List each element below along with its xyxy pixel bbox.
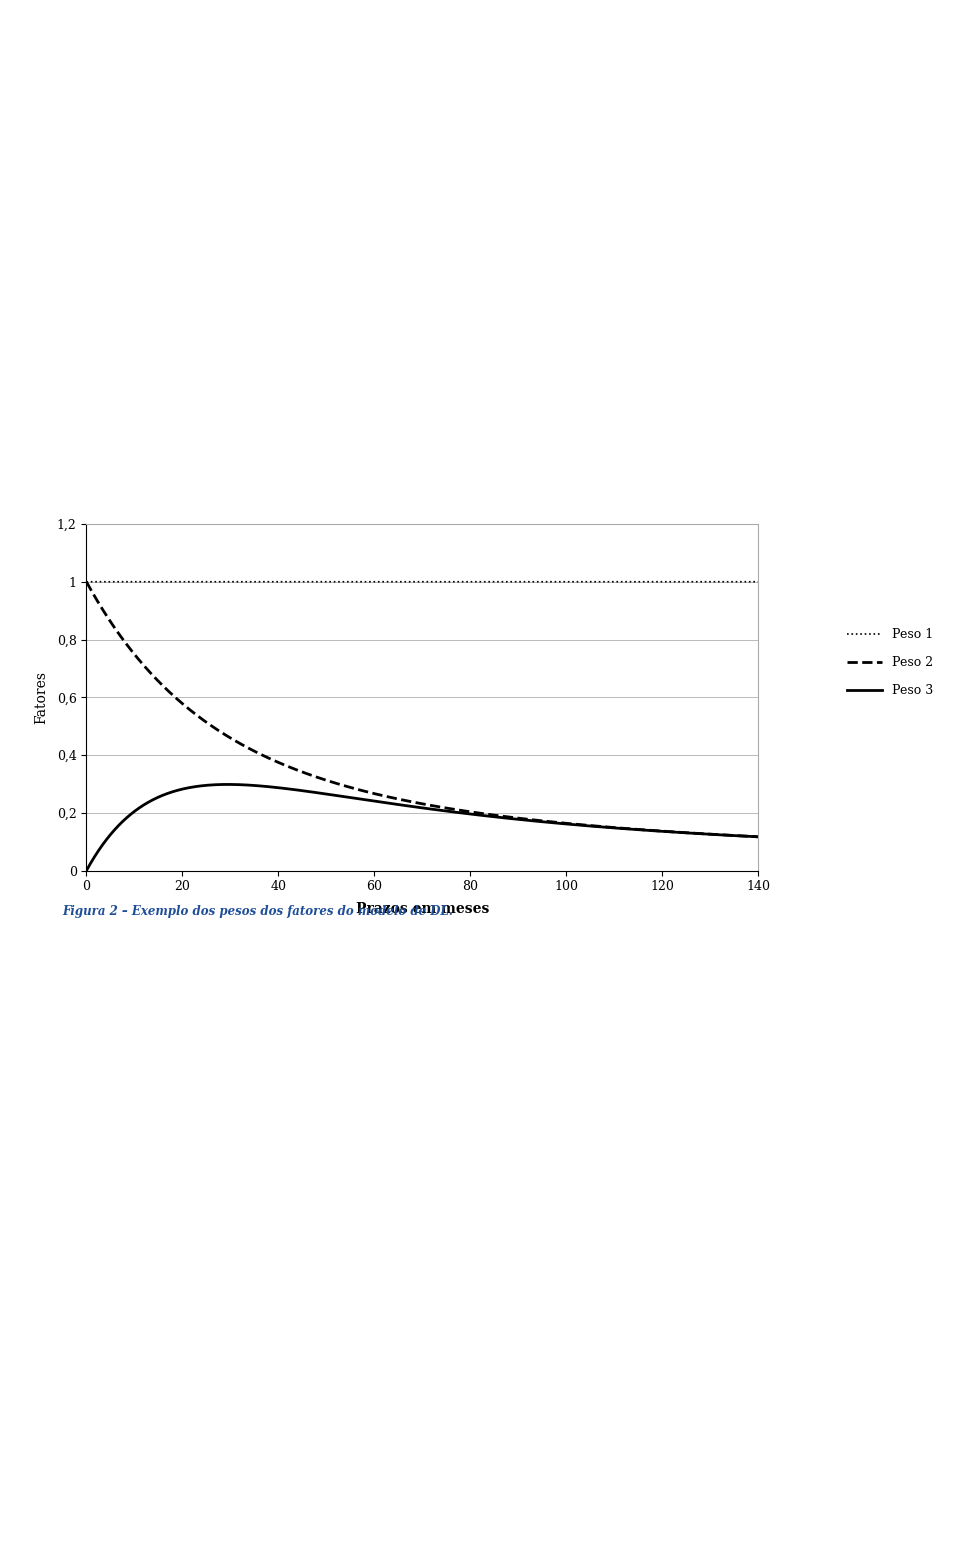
Peso 2 (732, 826, 744, 844)
Y-axis label: Fatores: Fatores (35, 670, 48, 724)
Peso 1 (81, 573, 92, 592)
Text: Figura 2 – Exemplo dos pesos dos fatores do modelo de DL.: Figura 2 – Exemplo dos pesos dos fatores… (62, 905, 453, 917)
Peso 1 (115, 573, 127, 592)
Legend: Peso 1, Peso 2, Peso 3: Peso 1, Peso 2, Peso 3 (848, 629, 933, 697)
Peso 2 (390, 789, 401, 807)
Peso 2 (733, 826, 745, 844)
Peso 3 (390, 795, 401, 814)
Line: Peso 3: Peso 3 (86, 784, 758, 871)
Peso 3 (611, 818, 622, 837)
Peso 1 (733, 573, 745, 592)
X-axis label: Prazos em meses: Prazos em meses (356, 901, 489, 915)
Peso 2 (753, 828, 764, 846)
Peso 2 (115, 627, 127, 646)
Peso 2 (610, 818, 621, 837)
Peso 2 (81, 573, 92, 592)
Peso 3 (222, 775, 233, 794)
Peso 3 (81, 861, 92, 880)
Peso 3 (733, 826, 745, 844)
Peso 3 (115, 814, 127, 832)
Peso 3 (733, 826, 745, 844)
Line: Peso 2: Peso 2 (86, 582, 758, 837)
Peso 3 (753, 828, 764, 846)
Peso 1 (732, 573, 744, 592)
Peso 3 (408, 797, 420, 815)
Peso 1 (610, 573, 621, 592)
Peso 2 (407, 792, 419, 811)
Peso 1 (753, 573, 764, 592)
Peso 1 (407, 573, 419, 592)
Peso 1 (390, 573, 401, 592)
